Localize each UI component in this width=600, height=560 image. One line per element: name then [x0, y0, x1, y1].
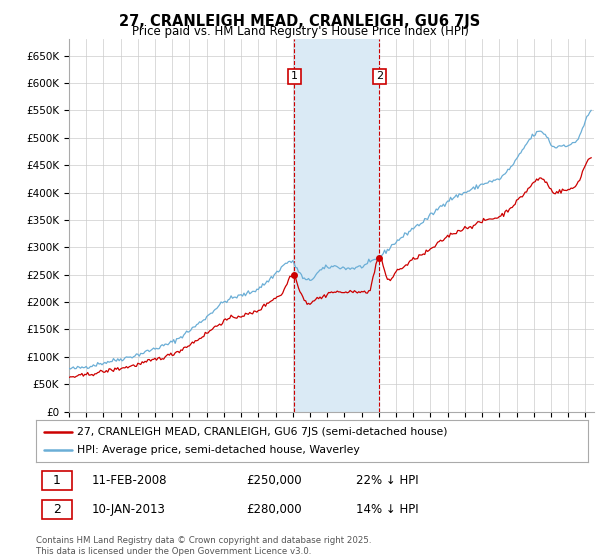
FancyBboxPatch shape [41, 501, 72, 520]
Text: 1: 1 [53, 474, 61, 487]
Text: 14% ↓ HPI: 14% ↓ HPI [356, 503, 419, 516]
Text: 2: 2 [53, 503, 61, 516]
Text: Price paid vs. HM Land Registry's House Price Index (HPI): Price paid vs. HM Land Registry's House … [131, 25, 469, 38]
Text: 10-JAN-2013: 10-JAN-2013 [91, 503, 165, 516]
Text: Contains HM Land Registry data © Crown copyright and database right 2025.
This d: Contains HM Land Registry data © Crown c… [36, 536, 371, 556]
Bar [295, 39, 379, 412]
Text: HPI: Average price, semi-detached house, Waverley: HPI: Average price, semi-detached house,… [77, 445, 360, 455]
Text: 22% ↓ HPI: 22% ↓ HPI [356, 474, 419, 487]
Text: £250,000: £250,000 [246, 474, 301, 487]
Text: 1: 1 [291, 72, 298, 81]
Text: £280,000: £280,000 [246, 503, 301, 516]
Text: 2: 2 [376, 72, 383, 81]
FancyBboxPatch shape [41, 471, 72, 490]
Text: 11-FEB-2008: 11-FEB-2008 [91, 474, 167, 487]
Text: 27, CRANLEIGH MEAD, CRANLEIGH, GU6 7JS (semi-detached house): 27, CRANLEIGH MEAD, CRANLEIGH, GU6 7JS (… [77, 427, 448, 437]
Text: 27, CRANLEIGH MEAD, CRANLEIGH, GU6 7JS: 27, CRANLEIGH MEAD, CRANLEIGH, GU6 7JS [119, 14, 481, 29]
